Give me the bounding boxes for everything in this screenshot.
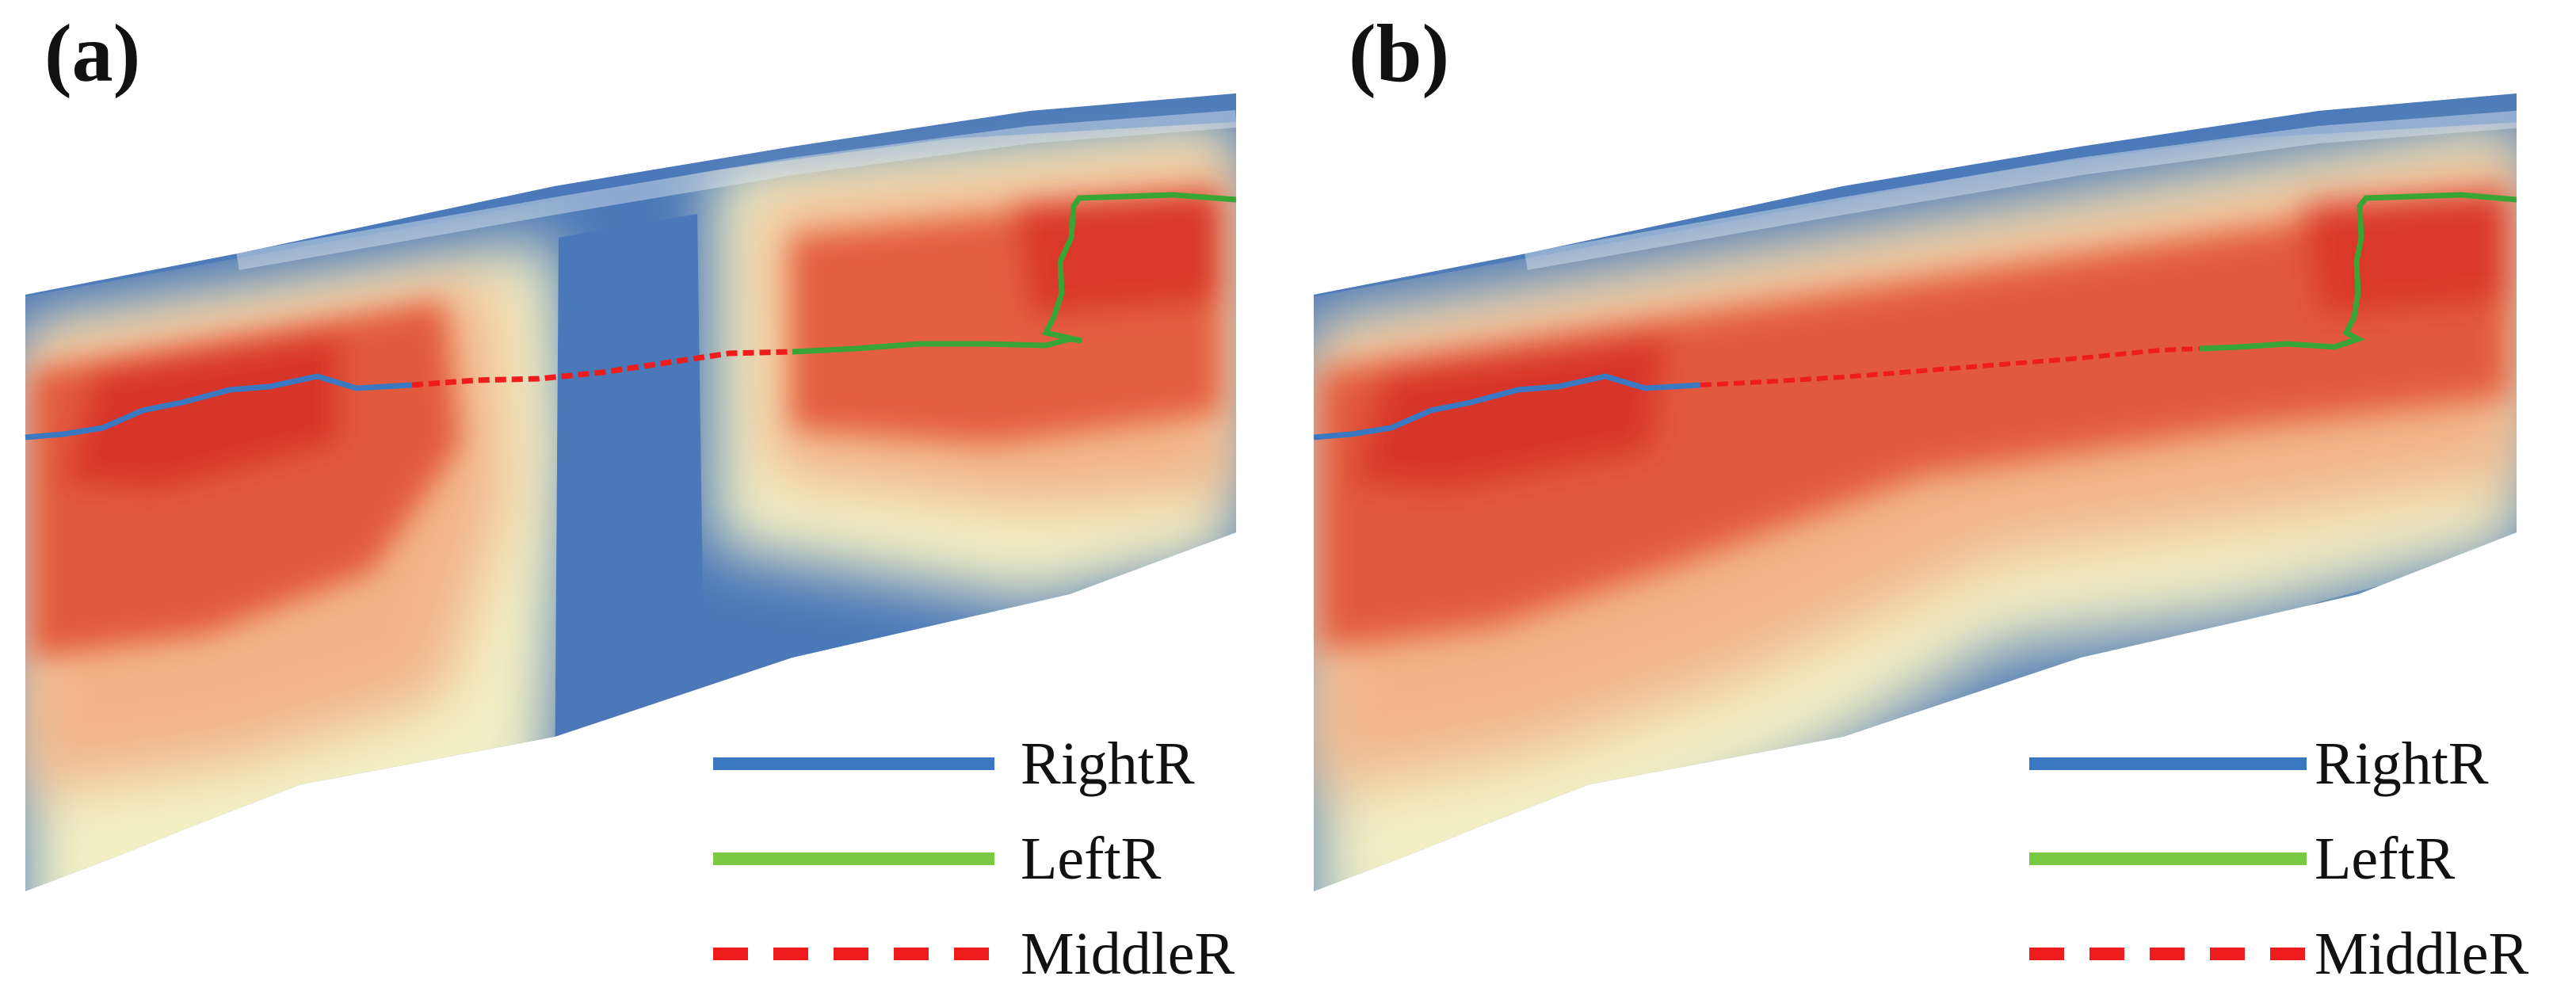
legend-swatch-rightr-b bbox=[2029, 757, 2307, 770]
middle-route-b bbox=[1700, 346, 2200, 387]
legend-label-middler: MiddleR bbox=[1021, 921, 1235, 987]
legend-swatch-middler bbox=[713, 948, 994, 960]
left-route-a bbox=[792, 192, 1237, 355]
terrain-map-a bbox=[25, 93, 1237, 891]
legend-item-middler-b: MiddleR bbox=[2029, 903, 2576, 998]
legend-item-leftr: LeftR bbox=[713, 808, 1284, 903]
legend-label-leftr: LeftR bbox=[1021, 826, 1162, 892]
legend-b: RightR LeftR MiddleR bbox=[2029, 713, 2576, 998]
panel-label-a: (a) bbox=[44, 8, 141, 99]
left-route-b bbox=[2199, 192, 2517, 352]
legend-label-leftr-b: LeftR bbox=[2315, 826, 2456, 892]
legend-swatch-leftr bbox=[713, 852, 994, 865]
legend-swatch-middler-b bbox=[2029, 948, 2307, 960]
terrain-map-b bbox=[1313, 93, 2517, 891]
legend-label-middler-b: MiddleR bbox=[2315, 921, 2529, 987]
legend-item-middler: MiddleR bbox=[713, 903, 1284, 998]
legend-label-rightr-b: RightR bbox=[2315, 730, 2489, 797]
legend-swatch-rightr bbox=[713, 757, 994, 770]
legend-label-rightr: RightR bbox=[1021, 730, 1195, 797]
legend-item-rightr-b: RightR bbox=[2029, 713, 2576, 808]
panel-b: (b) bbox=[1288, 0, 2576, 1003]
legend-a: RightR LeftR MiddleR bbox=[713, 713, 1284, 998]
middle-route-a bbox=[411, 349, 793, 388]
legend-item-leftr-b: LeftR bbox=[2029, 808, 2576, 903]
right-route-b bbox=[1313, 373, 1701, 440]
legend-swatch-leftr-b bbox=[2029, 852, 2307, 865]
panel-label-b: (b) bbox=[1349, 8, 1450, 99]
panel-a: (a) bbox=[25, 8, 1284, 998]
right-route-a bbox=[25, 373, 413, 440]
legend-item-rightr: RightR bbox=[713, 713, 1284, 808]
